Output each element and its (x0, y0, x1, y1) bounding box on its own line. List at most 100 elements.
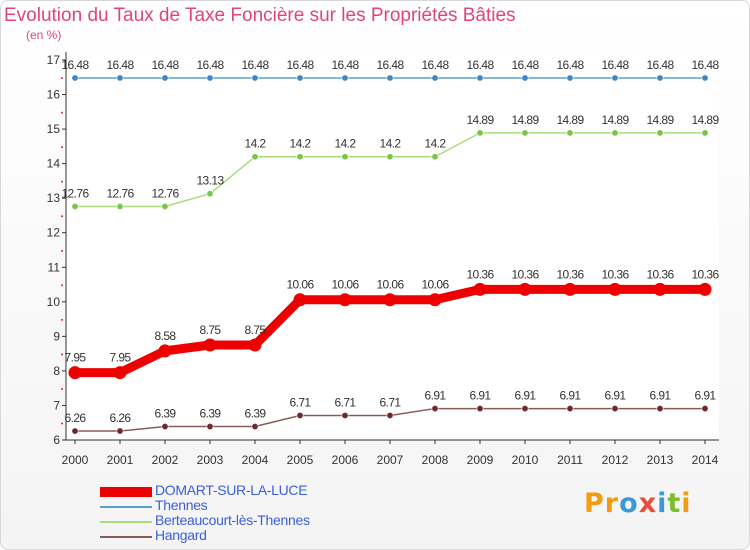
x-tick-label: 2005 (287, 453, 314, 467)
data-label-domart-sur-la-luce: 10.36 (556, 267, 584, 281)
data-label-domart-sur-la-luce: 10.36 (466, 267, 494, 281)
data-label-thennes: 16.48 (331, 58, 359, 72)
data-point-berteaucourt-l-s-thennes (71, 202, 79, 210)
data-label-domart-sur-la-luce: 10.36 (691, 267, 719, 281)
y-tick-label: 11 (48, 260, 61, 274)
data-point-domart-sur-la-luce (338, 293, 352, 307)
data-label-berteaucourt-l-s-thennes: 14.89 (646, 113, 674, 127)
legend-label: DOMART-SUR-LA-LUCE (155, 482, 308, 498)
x-tick-label: 2004 (242, 453, 269, 467)
data-label-hangard: 6.39 (245, 407, 267, 421)
data-point-domart-sur-la-luce (68, 366, 82, 380)
data-label-thennes: 16.48 (691, 58, 719, 72)
data-label-hangard: 6.91 (515, 389, 537, 403)
data-point-thennes (341, 74, 349, 82)
logo-letter: t (667, 488, 682, 519)
data-label-thennes: 16.48 (421, 58, 449, 72)
data-point-thennes (521, 74, 529, 82)
data-label-hangard: 6.71 (290, 395, 312, 409)
data-point-thennes (296, 74, 304, 82)
chart-title: Evolution du Taux de Taxe Foncière sur l… (4, 5, 516, 26)
data-point-hangard (341, 411, 349, 419)
y-tick-label: 12 (47, 226, 61, 240)
data-point-domart-sur-la-luce (698, 282, 712, 296)
data-label-berteaucourt-l-s-thennes: 13.13 (196, 174, 224, 188)
data-point-domart-sur-la-luce (158, 344, 172, 358)
data-point-berteaucourt-l-s-thennes (566, 129, 574, 137)
data-point-thennes (701, 74, 709, 82)
y-tick-label: 7 (53, 398, 60, 412)
data-point-hangard (611, 405, 619, 413)
data-label-hangard: 6.91 (605, 389, 627, 403)
data-label-thennes: 16.48 (376, 58, 404, 72)
data-point-hangard (296, 411, 304, 419)
data-point-berteaucourt-l-s-thennes (296, 153, 304, 161)
data-point-thennes (611, 74, 619, 82)
data-label-berteaucourt-l-s-thennes: 14.89 (466, 113, 494, 127)
data-label-thennes: 16.48 (151, 58, 179, 72)
data-label-domart-sur-la-luce: 8.75 (245, 323, 267, 337)
data-label-domart-sur-la-luce: 7.95 (110, 351, 132, 365)
y-tick-label: 17 (47, 53, 61, 67)
data-label-berteaucourt-l-s-thennes: 14.2 (335, 137, 357, 151)
data-label-berteaucourt-l-s-thennes: 14.89 (556, 113, 584, 127)
x-tick-label: 2003 (197, 453, 224, 467)
data-point-berteaucourt-l-s-thennes (431, 153, 439, 161)
data-label-thennes: 16.48 (61, 58, 89, 72)
data-point-domart-sur-la-luce (653, 282, 667, 296)
data-point-thennes (386, 74, 394, 82)
data-label-domart-sur-la-luce: 10.36 (601, 267, 629, 281)
data-point-domart-sur-la-luce (428, 293, 442, 307)
data-point-hangard (656, 405, 664, 413)
data-point-berteaucourt-l-s-thennes (701, 129, 709, 137)
data-point-domart-sur-la-luce (608, 282, 622, 296)
y-tick-label: 15 (47, 122, 61, 136)
x-tick-label: 2008 (422, 453, 449, 467)
data-point-hangard (71, 427, 79, 435)
logo-letter: P (584, 488, 605, 519)
data-label-hangard: 6.71 (380, 395, 402, 409)
data-point-hangard (521, 405, 529, 413)
data-label-domart-sur-la-luce: 7.95 (65, 351, 87, 365)
data-label-domart-sur-la-luce: 8.75 (200, 323, 222, 337)
data-label-hangard: 6.26 (110, 411, 132, 425)
legend-label: Berteaucourt-lès-Thennes (155, 512, 310, 528)
data-label-thennes: 16.48 (466, 58, 494, 72)
data-point-hangard (476, 405, 484, 413)
x-tick-label: 2000 (62, 453, 89, 467)
data-point-berteaucourt-l-s-thennes (386, 153, 394, 161)
y-tick-label: 6 (53, 433, 60, 447)
data-point-domart-sur-la-luce (383, 293, 397, 307)
data-label-hangard: 6.91 (425, 389, 447, 403)
data-label-berteaucourt-l-s-thennes: 14.2 (290, 137, 312, 151)
data-point-berteaucourt-l-s-thennes (341, 153, 349, 161)
data-label-thennes: 16.48 (556, 58, 584, 72)
logo-letter: o (619, 488, 639, 519)
y-tick-label: 10 (47, 295, 61, 309)
legend-label: Thennes (155, 497, 208, 513)
y-tick-label: 9 (53, 329, 60, 343)
data-label-hangard: 6.91 (650, 389, 672, 403)
data-label-domart-sur-la-luce: 10.06 (286, 278, 314, 292)
data-point-thennes (476, 74, 484, 82)
data-point-domart-sur-la-luce (563, 282, 577, 296)
data-label-thennes: 16.48 (511, 58, 539, 72)
data-point-domart-sur-la-luce (248, 338, 262, 352)
data-point-berteaucourt-l-s-thennes (611, 129, 619, 137)
data-label-thennes: 16.48 (241, 58, 269, 72)
data-point-berteaucourt-l-s-thennes (521, 129, 529, 137)
y-tick-label: 8 (53, 364, 60, 378)
data-point-thennes (431, 74, 439, 82)
x-tick-label: 2006 (332, 453, 359, 467)
data-point-berteaucourt-l-s-thennes (656, 129, 664, 137)
data-point-berteaucourt-l-s-thennes (116, 202, 124, 210)
x-tick-label: 2013 (647, 453, 674, 467)
data-label-thennes: 16.48 (196, 58, 224, 72)
logo-letter: i (657, 488, 668, 519)
y-tick-label: 16 (47, 88, 61, 102)
data-label-hangard: 6.91 (470, 389, 492, 403)
data-label-hangard: 6.39 (155, 407, 177, 421)
data-point-berteaucourt-l-s-thennes (161, 202, 169, 210)
data-point-thennes (656, 74, 664, 82)
data-label-berteaucourt-l-s-thennes: 14.89 (511, 113, 539, 127)
